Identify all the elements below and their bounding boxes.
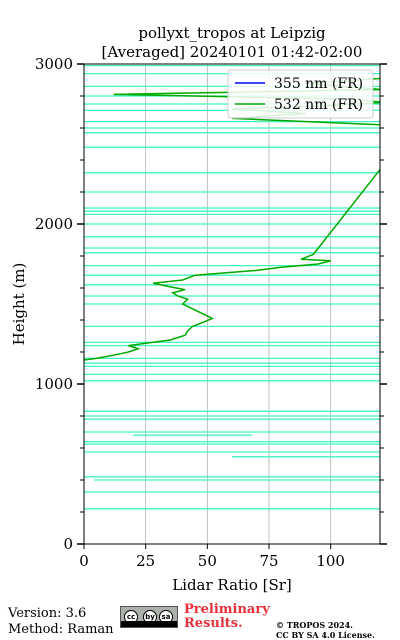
chart-title: pollyxt_tropos at Leipzig — [138, 24, 326, 42]
y-tick-label: 0 — [63, 535, 73, 553]
copyright-line1: © TROPOS 2024. — [276, 620, 353, 630]
x-axis-label: Lidar Ratio [Sr] — [172, 576, 292, 594]
series-line-1 — [84, 77, 380, 361]
cc-license-badge: cc by sa — [120, 606, 178, 628]
legend-label-355: 355 nm (FR) — [274, 76, 363, 92]
method-text: Method: Raman — [8, 622, 114, 637]
chart-subtitle: [Averaged] 20240101 01:42-02:00 — [102, 43, 363, 61]
y-tick-label: 3000 — [35, 55, 73, 73]
preliminary-notice: Preliminary Results. — [184, 603, 270, 631]
version-text: Version: 3.6 — [8, 606, 87, 621]
y-axis-label: Height (m) — [10, 263, 28, 346]
legend-label-532: 532 nm (FR) — [274, 97, 363, 113]
x-tick-label: 75 — [259, 552, 278, 570]
preliminary-line2: Results. — [184, 616, 243, 631]
x-tick-label: 100 — [316, 552, 345, 570]
cloud-mask-lines — [84, 64, 380, 510]
lidar-ratio-chart: pollyxt_tropos at Leipzig [Averaged] 202… — [10, 24, 387, 594]
y-tick-label: 1000 — [35, 375, 73, 393]
copyright-notice: © TROPOS 2024. CC BY SA 4.0 License. — [276, 620, 375, 640]
cc-badge-band — [121, 621, 177, 627]
legend-box — [227, 69, 374, 119]
x-tick-label: 50 — [198, 552, 217, 570]
x-tick-label: 25 — [136, 552, 155, 570]
y-tick-label: 2000 — [35, 215, 73, 233]
plot-frame — [83, 63, 381, 545]
preliminary-line1: Preliminary — [184, 602, 270, 617]
data-series — [84, 77, 380, 361]
x-tick-label: 0 — [79, 552, 89, 570]
copyright-line2: CC BY SA 4.0 License. — [276, 630, 375, 640]
legend: 355 nm (FR) 532 nm (FR) — [227, 69, 374, 119]
